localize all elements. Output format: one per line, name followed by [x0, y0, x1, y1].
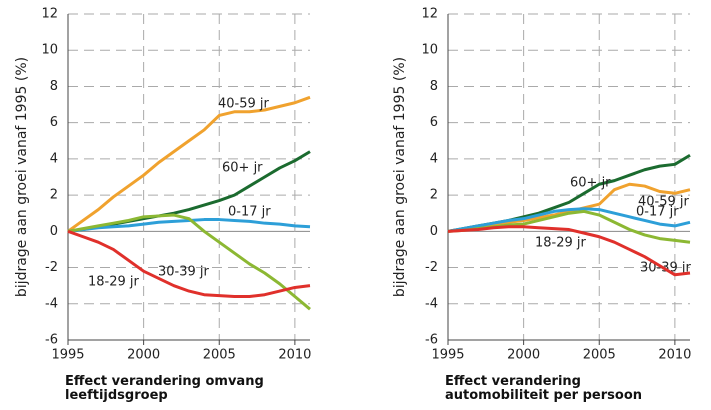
series-label: 40-59 jr [638, 195, 690, 210]
y-tick-label: -2 [45, 260, 58, 275]
y-tick-label: 4 [430, 151, 438, 166]
y-tick-label: 0 [50, 224, 58, 239]
y-tick-label: 12 [41, 7, 58, 22]
x-tick-label: 2000 [127, 348, 160, 363]
x-tick-label: 1995 [51, 348, 84, 363]
series-label: 60+ jr [222, 161, 263, 176]
y-tick-label: 2 [50, 188, 58, 203]
x-tick-label: 2000 [507, 348, 540, 363]
chart-title: Effect verandering automobiliteit per pe… [445, 374, 642, 403]
series-label: 40-59 jr [218, 97, 270, 112]
x-tick-label: 1995 [431, 348, 464, 363]
y-tick-label: 0 [430, 224, 438, 239]
series-label: 18-29 jr [535, 236, 587, 251]
x-tick-label: 2005 [583, 348, 616, 363]
y-tick-label: -4 [425, 296, 438, 311]
y-tick-label: 8 [50, 79, 58, 94]
y-tick-label: 2 [430, 188, 438, 203]
y-tick-label: -6 [425, 333, 438, 348]
y-tick-label: -2 [425, 260, 438, 275]
series-label: 18-29 jr [88, 275, 140, 290]
x-tick-label: 2005 [203, 348, 236, 363]
y-tick-label: 10 [421, 43, 438, 58]
line [67, 229, 311, 299]
line [447, 225, 691, 277]
y-tick-label: -4 [45, 296, 58, 311]
chart-title: Effect verandering omvang leeftijdsgroep [65, 374, 264, 403]
line [447, 207, 691, 233]
y-tick-label: 4 [50, 151, 58, 166]
y-tick-label: 10 [41, 43, 58, 58]
y-tick-label: 6 [50, 115, 58, 130]
y-axis-label: bijdrage aan groei vanaf 1995 (%) [392, 57, 408, 297]
series-label: 30-39 jr [158, 265, 210, 280]
series-label: 60+ jr [570, 176, 611, 191]
y-tick-label: 8 [430, 79, 438, 94]
y-tick-label: 6 [430, 115, 438, 130]
series-label: 0-17 jr [228, 205, 271, 220]
y-tick-label: -6 [45, 333, 58, 348]
y-tick-label: 12 [421, 7, 438, 22]
line [447, 153, 691, 233]
series-label: 0-17 jr [636, 205, 679, 220]
line [67, 95, 311, 233]
x-tick-label: 2010 [278, 348, 311, 363]
line [67, 213, 311, 311]
x-tick-label: 2010 [658, 348, 691, 363]
y-axis-label: bijdrage aan groei vanaf 1995 (%) [14, 57, 30, 297]
